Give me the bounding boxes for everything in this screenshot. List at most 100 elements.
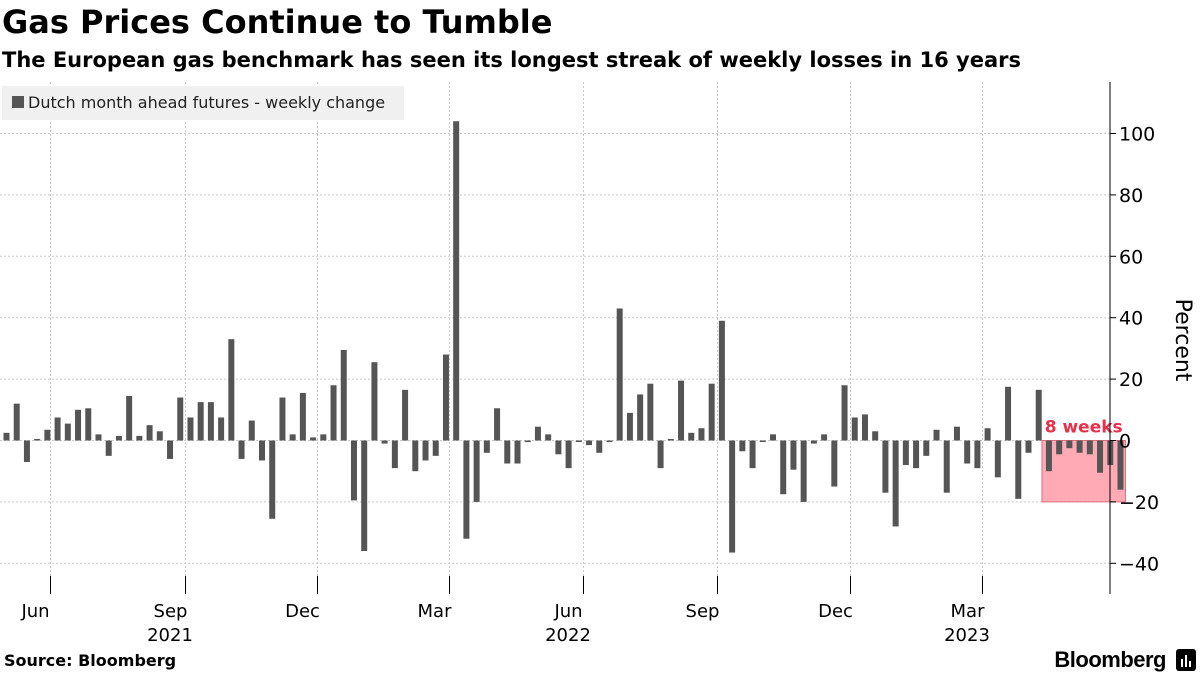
bar [1025, 440, 1032, 453]
bar [841, 385, 848, 441]
bar [279, 397, 286, 441]
bar [749, 440, 756, 469]
bar [545, 434, 552, 441]
y-tick-label: −40 [1119, 553, 1159, 575]
bar [729, 440, 736, 553]
bar [453, 121, 460, 441]
bar [136, 435, 143, 441]
bar [678, 380, 685, 441]
bar [494, 408, 501, 441]
source-note: Source: Bloomberg [4, 651, 177, 670]
bar [902, 440, 909, 466]
bar [391, 440, 398, 469]
bar [770, 434, 776, 441]
bar [708, 383, 715, 441]
y-tick-label: 80 [1119, 185, 1143, 207]
bar [555, 440, 562, 455]
x-tick-label: Jun [553, 601, 582, 622]
bar [156, 431, 163, 441]
bar [913, 440, 920, 469]
bar [1086, 440, 1093, 455]
x-tick-label: Jun [20, 601, 49, 622]
legend-swatch [12, 96, 24, 108]
bar [350, 440, 357, 501]
bar [361, 440, 368, 552]
y-tick-label: 100 [1119, 124, 1155, 146]
bar [800, 440, 807, 502]
bar [187, 417, 194, 441]
bar [780, 440, 787, 495]
chart-subtitle: The European gas benchmark has seen its … [2, 48, 1022, 72]
bar [1076, 440, 1083, 453]
x-year-label: 2021 [147, 625, 193, 646]
bar [923, 440, 930, 456]
bar [402, 389, 409, 441]
bar [105, 440, 112, 456]
bar [1097, 440, 1104, 473]
bar [23, 440, 30, 462]
bar [637, 394, 644, 441]
bar [1035, 389, 1042, 441]
bar-series [3, 121, 1124, 553]
bar [514, 440, 521, 464]
y-axis: −40 −20 0 20 40 60 80 100 Percent [1109, 82, 1195, 594]
legend: Dutch month ahead futures - weekly chang… [2, 86, 404, 120]
x-tick-label: Mar [951, 601, 986, 622]
x-tick-label: Sep [154, 601, 188, 622]
bar [3, 432, 10, 441]
bar [320, 434, 327, 441]
bar [44, 429, 51, 441]
bar [1117, 440, 1124, 490]
bar [371, 362, 378, 441]
bar [54, 417, 61, 441]
y-tick-label: 0 [1119, 431, 1131, 453]
bar [933, 429, 940, 441]
bar [1005, 386, 1012, 441]
bar [667, 438, 674, 441]
legend-label: Dutch month ahead futures - weekly chang… [28, 93, 386, 112]
bar [647, 383, 654, 441]
bar [534, 426, 541, 441]
bar [851, 417, 858, 441]
bar [892, 440, 899, 527]
bar [13, 403, 20, 441]
bar [381, 440, 388, 444]
x-tick-label: Dec [285, 601, 320, 622]
bar [616, 308, 623, 441]
bar [310, 437, 317, 441]
bar [146, 425, 153, 441]
bar [177, 397, 184, 441]
bar [790, 440, 797, 470]
bar [289, 434, 296, 441]
bar [269, 440, 276, 519]
bar [984, 428, 991, 441]
bar [248, 420, 255, 441]
x-year-label: 2023 [944, 625, 990, 646]
bar [463, 440, 470, 539]
bar [657, 440, 664, 469]
bar [861, 414, 868, 441]
chart-title: Gas Prices Continue to Tumble [2, 3, 553, 41]
y-axis-title: Percent [1170, 299, 1195, 382]
bar [739, 440, 746, 452]
bar [330, 385, 337, 441]
bar [872, 431, 879, 441]
bar [810, 440, 817, 444]
bar [831, 440, 838, 487]
x-tick-label: Mar [418, 601, 453, 622]
bar [974, 440, 981, 469]
bar [207, 402, 214, 441]
bar [606, 440, 613, 443]
bar [759, 440, 766, 443]
bar [259, 440, 265, 461]
bar [698, 428, 705, 441]
bar [586, 440, 593, 446]
x-tick-label: Dec [818, 601, 853, 622]
y-tick-label: 60 [1119, 246, 1143, 268]
y-tick-label: 20 [1119, 369, 1143, 391]
bar [75, 409, 82, 441]
bar [565, 440, 572, 469]
bar [442, 354, 449, 441]
x-year-label: 2022 [545, 625, 591, 646]
